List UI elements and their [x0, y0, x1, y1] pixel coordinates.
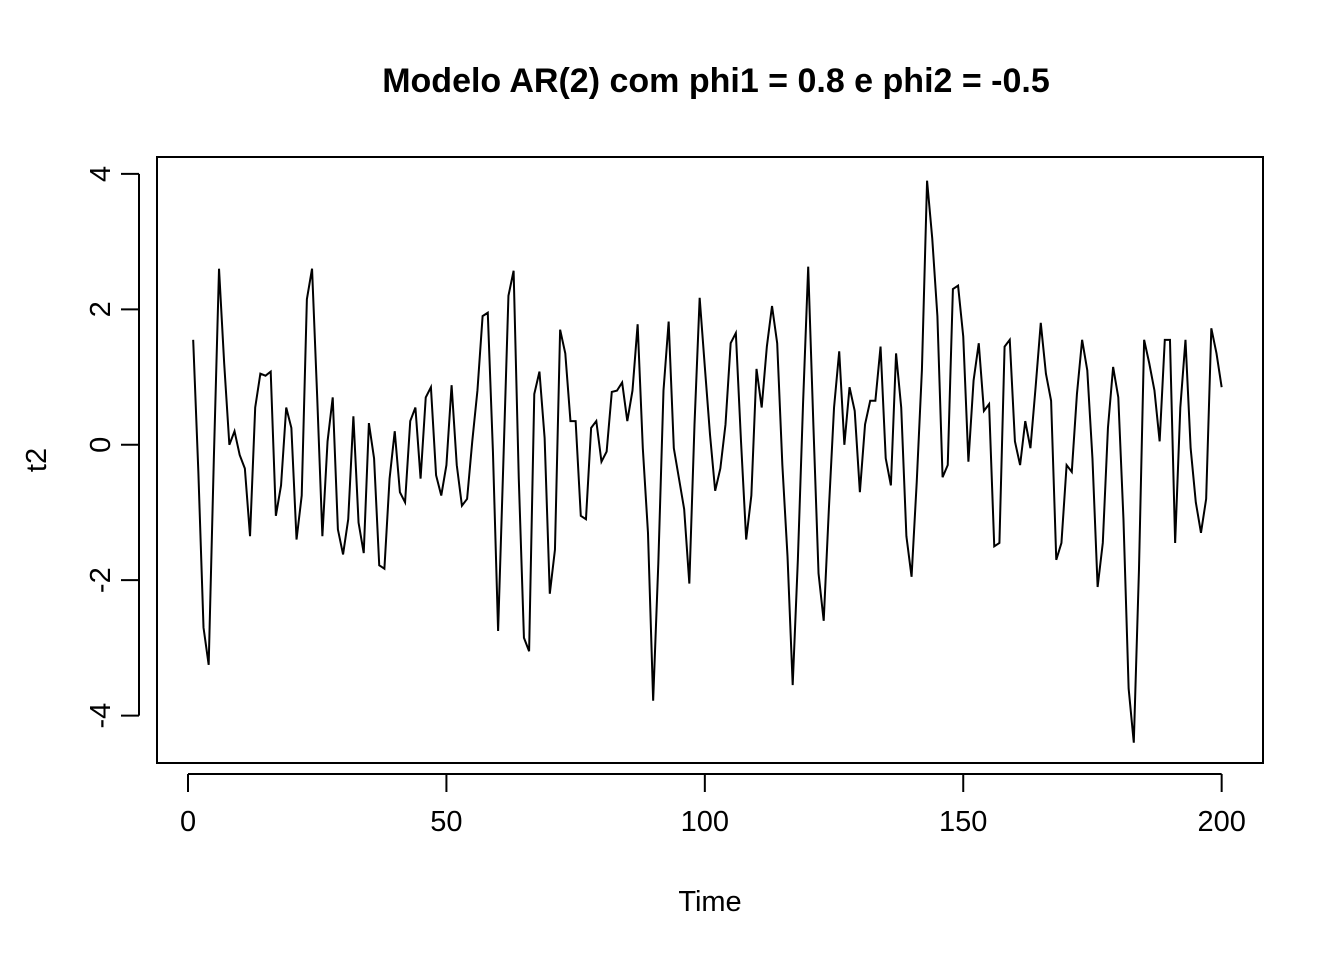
x-tick-label: 200 — [1197, 806, 1245, 838]
series-group — [192, 180, 1223, 743]
y-tick-label: 2 — [85, 301, 117, 317]
y-axis-label: t2 — [21, 448, 53, 472]
x-axis: 0 50 100 150 200 — [180, 773, 1246, 838]
y-tick-label: -4 — [85, 703, 117, 729]
y-tick-label: 4 — [85, 166, 117, 182]
x-tick-label: 150 — [939, 806, 987, 838]
x-tick-label: 0 — [180, 806, 196, 838]
x-axis-label: Time — [678, 886, 741, 918]
chart-title: Modelo AR(2) com phi1 = 0.8 e phi2 = -0.… — [382, 62, 1050, 100]
y-axis: -4 -2 0 2 4 — [85, 166, 140, 729]
series-line — [192, 180, 1223, 743]
x-tick-label: 50 — [430, 806, 462, 838]
x-tick-label: 100 — [681, 806, 729, 838]
y-tick-label: -2 — [85, 567, 117, 593]
plot-frame — [156, 156, 1264, 764]
y-tick-label: 0 — [85, 437, 117, 453]
